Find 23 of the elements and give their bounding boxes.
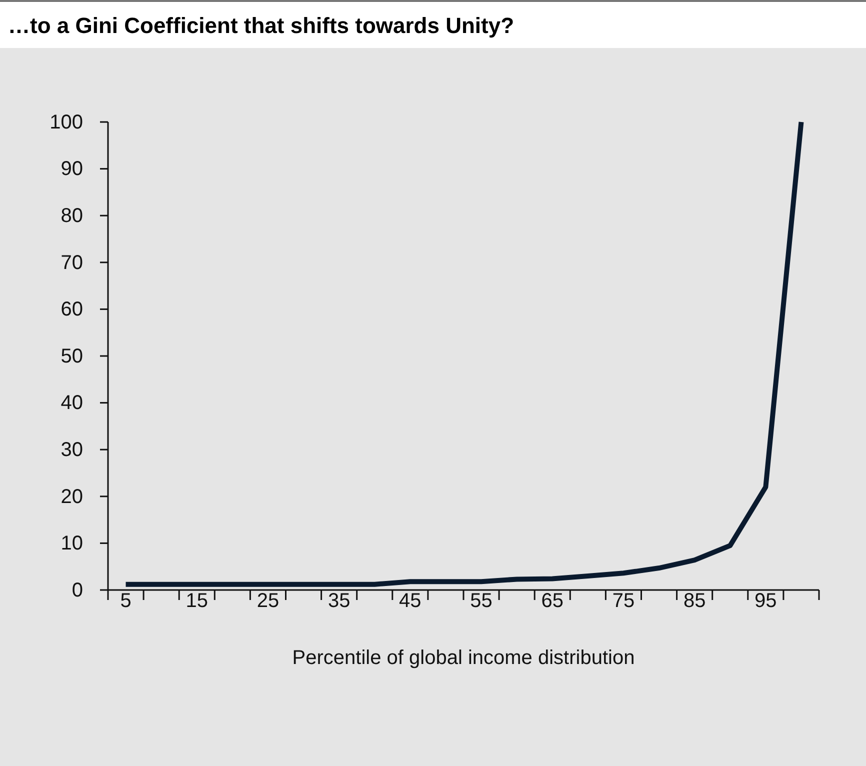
x-tick-label: 65 bbox=[541, 590, 564, 612]
x-tick-label: 95 bbox=[754, 590, 777, 612]
y-tick-label: 20 bbox=[60, 486, 83, 508]
y-tick-label: 30 bbox=[60, 439, 83, 461]
x-tick-label: 15 bbox=[186, 590, 208, 612]
y-tick-label: 40 bbox=[60, 392, 83, 414]
x-tick-label: 35 bbox=[328, 590, 350, 612]
y-tick-label: 70 bbox=[60, 252, 83, 274]
y-tick-label: 60 bbox=[60, 298, 83, 321]
x-tick-label: 45 bbox=[399, 590, 422, 612]
y-tick-label: 10 bbox=[60, 532, 83, 555]
x-tick-label: 5 bbox=[120, 590, 132, 612]
chart-title: …to a Gini Coefficient that shifts towards Unity? bbox=[8, 13, 514, 38]
y-tick-label: 0 bbox=[72, 579, 83, 602]
x-tick-label: 25 bbox=[256, 590, 280, 612]
x-axis-title: Percentile of global income distribution bbox=[292, 647, 635, 669]
y-tick-label: 100 bbox=[50, 111, 83, 134]
x-tick-label: 85 bbox=[683, 590, 706, 612]
x-tick-label: 55 bbox=[470, 590, 492, 612]
y-tick-label: 90 bbox=[60, 158, 83, 180]
x-tick-label: 75 bbox=[612, 590, 635, 612]
y-tick-label: 80 bbox=[60, 205, 83, 227]
y-tick-label: 50 bbox=[60, 345, 83, 368]
